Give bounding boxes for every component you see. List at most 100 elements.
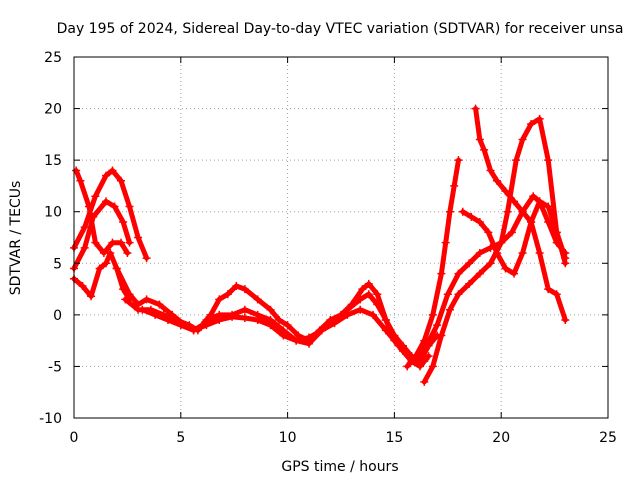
data-point <box>283 321 292 330</box>
data-point <box>450 181 459 190</box>
x-tick-label: 5 <box>176 430 185 446</box>
data-point <box>535 114 544 123</box>
data-point <box>403 362 412 371</box>
data-point <box>475 248 484 257</box>
series-line <box>460 198 568 277</box>
data-point <box>91 238 100 247</box>
data-point <box>501 187 510 196</box>
data-point <box>102 171 111 180</box>
data-point <box>80 223 89 232</box>
data-point <box>125 202 134 211</box>
data-point <box>356 295 365 304</box>
data-point <box>119 218 128 227</box>
data-point <box>106 248 115 257</box>
data-point <box>381 316 390 325</box>
x-tick-label: 20 <box>492 430 510 446</box>
data-point <box>484 228 493 237</box>
x-tick-label: 10 <box>279 430 297 446</box>
data-point <box>518 135 527 144</box>
data-point <box>492 176 501 185</box>
y-axis-label: SDTVAR / TECUs <box>8 181 24 296</box>
series-12 <box>471 104 570 325</box>
data-point <box>373 300 382 309</box>
data-point <box>279 331 288 340</box>
data-point <box>535 197 544 206</box>
data-point <box>266 305 275 314</box>
data-point <box>304 333 313 342</box>
data-point <box>95 264 104 273</box>
y-tick-label: -5 <box>48 359 62 375</box>
data-point <box>465 259 474 268</box>
data-point <box>544 285 553 294</box>
data-point <box>116 238 125 247</box>
y-tick-label: -10 <box>39 411 62 427</box>
y-tick-label: 0 <box>53 308 62 324</box>
data-point <box>84 202 93 211</box>
data-point <box>510 197 519 206</box>
data-point <box>369 310 378 319</box>
data-point <box>125 238 134 247</box>
x-tick-label: 25 <box>599 430 617 446</box>
data-point <box>544 156 553 165</box>
data-point <box>151 310 160 319</box>
data-point <box>78 281 87 290</box>
y-tick-label: 20 <box>44 102 62 118</box>
y-tick-label: 15 <box>44 153 62 169</box>
data-point <box>176 321 185 330</box>
series-line <box>122 291 440 364</box>
data-point <box>80 243 89 252</box>
data-point <box>501 264 510 273</box>
data-point <box>411 357 420 366</box>
data-point <box>486 259 495 268</box>
data-point <box>529 192 538 201</box>
x-axis-label: GPS time / hours <box>281 459 398 475</box>
data-point <box>507 228 516 237</box>
data-point <box>215 316 224 325</box>
data-point <box>527 218 536 227</box>
data-point <box>373 290 382 299</box>
data-point <box>123 248 132 257</box>
y-tick-label: 25 <box>44 50 62 66</box>
data-point <box>142 254 151 263</box>
data-point <box>420 357 429 366</box>
data-point <box>240 313 249 322</box>
series-2 <box>70 197 134 273</box>
data-point <box>108 238 117 247</box>
data-point <box>475 135 484 144</box>
data-point <box>420 377 429 386</box>
axis-ticks: 0 5 10 15 20 25 -10 -5 0 5 10 15 20 25 <box>39 50 617 446</box>
data-point <box>116 176 125 185</box>
series-3 <box>72 166 132 257</box>
data-point <box>134 233 143 242</box>
data-point <box>356 305 365 314</box>
data-point <box>266 321 275 330</box>
data-point <box>467 212 476 221</box>
data-point <box>91 192 100 201</box>
data-point <box>317 326 326 335</box>
y-tick-label: 5 <box>53 256 62 272</box>
data-point <box>422 341 431 350</box>
data-point <box>503 207 512 216</box>
data-point <box>364 279 373 288</box>
data-point <box>424 352 433 361</box>
data-point <box>535 248 544 257</box>
data-point <box>445 207 454 216</box>
data-point <box>102 259 111 268</box>
data-point <box>465 279 474 288</box>
data-point <box>510 269 519 278</box>
data-point <box>443 290 452 299</box>
data-point <box>240 285 249 294</box>
data-point <box>125 290 134 299</box>
data-point <box>232 281 241 290</box>
data-point <box>518 248 527 257</box>
data-point <box>110 202 119 211</box>
data-point <box>441 238 450 247</box>
data-point <box>108 166 117 175</box>
data-point <box>240 305 249 314</box>
data-point <box>275 316 284 325</box>
data-point <box>428 310 437 319</box>
data-point <box>561 254 570 263</box>
data-point <box>518 207 527 216</box>
data-point <box>189 326 198 335</box>
